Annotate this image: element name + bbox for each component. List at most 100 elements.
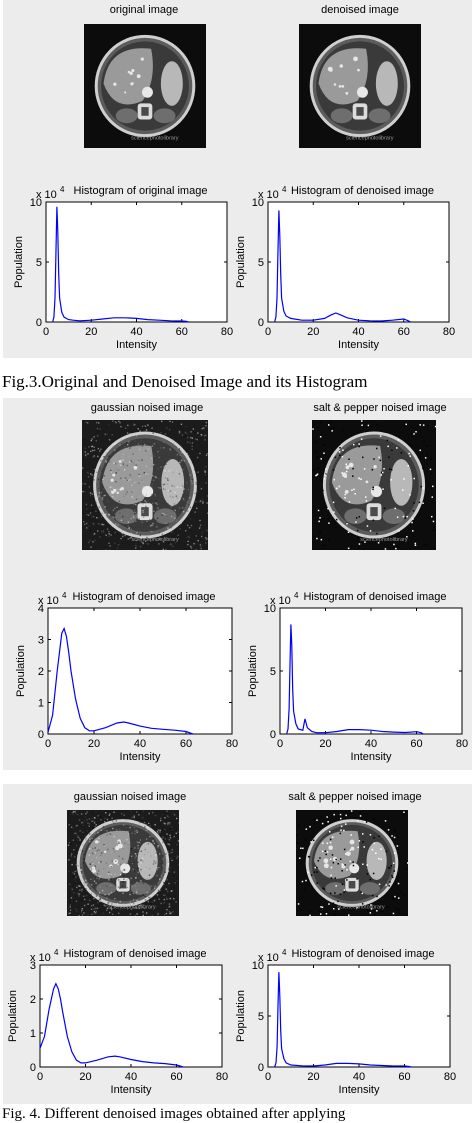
gaussian-noise-dot [104,818,105,819]
gaussian-noise-dot [179,431,180,432]
gaussian-noise-dot [84,520,85,521]
gaussian-noise-dot [84,524,85,525]
salt-pepper-dot [367,873,369,875]
x-tick-label: 0 [37,1071,43,1083]
gaussian-noise-dot [128,847,129,848]
gaussian-noise-dot [118,890,119,891]
gaussian-noise-dot [121,520,122,521]
gaussian-noise-dot [193,482,194,483]
gaussian-noise-dot [85,448,86,449]
gaussian-noise-dot [76,887,77,888]
gaussian-noise-dot [163,855,164,856]
gaussian-noise-dot [168,853,169,854]
salt-pepper-dot [309,911,311,913]
y-tick-label: 1 [30,1028,36,1040]
gaussian-noise-dot [89,900,90,901]
gaussian-noise-dot [169,429,170,430]
salt-pepper-dot [385,548,387,550]
gaussian-noise-dot [68,907,69,908]
gaussian-noise-dot [120,539,121,540]
salt-pepper-dot [340,858,342,860]
gaussian-noise-dot [71,844,72,845]
gaussian-noise-dot [164,817,165,818]
salt-pepper-dot [368,425,370,427]
gaussian-noise-dot [202,499,203,500]
gaussian-noise-dot [91,440,92,441]
gaussian-noise-dot [165,489,166,490]
gaussian-noise-dot [193,546,194,547]
gaussian-noise-dot [84,885,85,886]
gaussian-noise-dot [133,490,134,491]
gaussian-noise-dot [157,847,158,848]
gaussian-noise-dot [170,468,171,469]
gaussian-noise-dot [92,813,93,814]
gaussian-noise-dot [176,520,177,521]
gaussian-noise-dot [133,462,134,463]
gaussian-noise-dot [142,894,143,895]
gaussian-noise-dot [129,479,130,480]
gaussian-noise-dot [199,485,200,486]
gaussian-noise-dot [182,528,183,529]
gaussian-noise-dot [200,539,201,540]
salt-pepper-dot [330,842,332,844]
gaussian-noise-dot [166,833,167,834]
gaussian-noise-dot [143,501,144,502]
gaussian-noise-dot [169,839,170,840]
gaussian-noise-dot [159,532,160,533]
gaussian-noise-dot [108,536,109,537]
gaussian-noise-dot [204,470,205,471]
gaussian-noise-dot [136,811,137,812]
salt-pepper-dot [387,440,389,442]
salt-pepper-dot [296,842,298,844]
gaussian-noise-dot [170,467,171,468]
y-tick-label: 10 [264,603,276,615]
gaussian-noise-dot [204,467,205,468]
gaussian-noise-dot [84,438,85,439]
gaussian-noise-dot [121,840,122,841]
gaussian-noise-dot [141,882,142,883]
gaussian-noised-image-1: sciencephotolibrary [82,420,208,550]
salt-pepper-dot [359,516,361,518]
exponent-power: 4 [62,591,67,600]
gaussian-noise-dot [180,528,181,529]
gaussian-noise-dot [180,455,181,456]
gaussian-noise-dot [95,847,96,848]
salt-pepper-dot [433,521,435,523]
gaussian-noise-dot [95,826,96,827]
gaussian-noise-dot [92,861,93,862]
gaussian-noise-dot [100,816,101,817]
gaussian-noise-dot [106,886,107,887]
gaussian-noise-dot [95,866,96,867]
gaussian-noise-dot [98,862,99,863]
salt-pepper-dot [366,864,368,866]
gaussian-noise-dot [148,897,149,898]
gaussian-noise-dot [110,826,111,827]
gaussian-noise-dot [146,466,147,467]
salt-pepper-dot [327,508,329,510]
watermark-text: sciencephotolibrary [131,537,179,543]
gaussian-noise-dot [90,888,91,889]
gaussian-noise-dot [104,821,105,822]
gaussian-noise-dot [81,874,82,875]
gaussian-noise-dot [113,444,114,445]
gaussian-noise-dot [127,515,128,516]
gaussian-noise-dot [122,454,123,455]
vessel-spot [141,57,144,60]
chart-title: Histogram of denoised image [63,948,206,960]
gaussian-noise-dot [121,872,122,873]
gaussian-noise-dot [122,881,123,882]
gaussian-noise-dot [167,843,168,844]
gaussian-noise-dot [73,812,74,813]
gaussian-noise-dot [157,845,158,846]
gaussian-noise-dot [153,511,154,512]
salt-pepper-dot [391,865,393,867]
figure4-caption: Fig. 4. Different denoised images obtain… [2,1106,345,1123]
gaussian-noise-dot [103,488,104,489]
salt-pepper-dot [415,545,417,547]
gaussian-noise-dot [107,528,108,529]
gaussian-noise-dot [96,440,97,441]
salt-pepper-dot [333,502,335,504]
salt-pepper-dot [342,863,344,865]
salt-pepper-dot [340,818,342,820]
gaussian-noise-dot [113,450,114,451]
